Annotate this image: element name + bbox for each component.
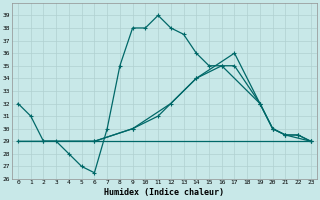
X-axis label: Humidex (Indice chaleur): Humidex (Indice chaleur) (104, 188, 224, 197)
